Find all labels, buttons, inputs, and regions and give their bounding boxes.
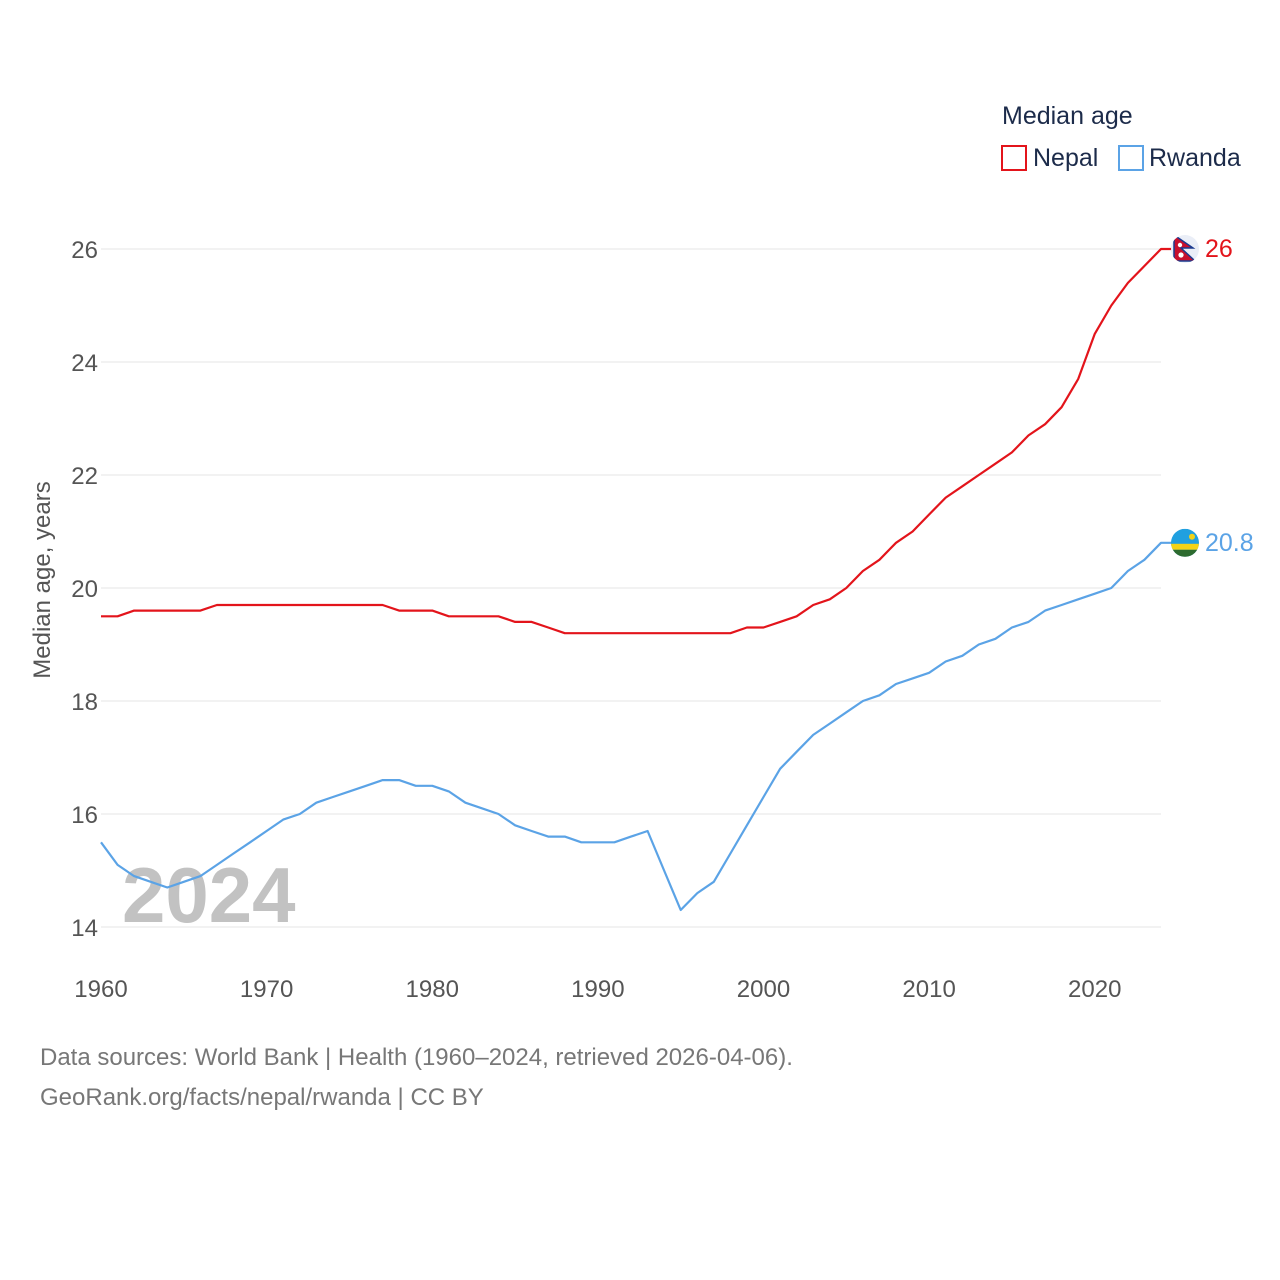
series-end-markers: 26 20.8 bbox=[1171, 235, 1254, 557]
y-tick-label-16: 16 bbox=[71, 802, 98, 829]
x-tick-label-2000: 2000 bbox=[737, 976, 790, 1003]
x-tick-label-1970: 1970 bbox=[240, 976, 293, 1003]
x-tick-label-1980: 1980 bbox=[406, 976, 459, 1003]
y-tick-label-22: 22 bbox=[71, 463, 98, 490]
nepal-flag-icon bbox=[1171, 235, 1199, 263]
x-tick-label-1960: 1960 bbox=[74, 976, 127, 1003]
series-line-rwanda[interactable] bbox=[100, 541, 1185, 912]
legend-label-nepal: Nepal bbox=[1033, 144, 1098, 172]
year-watermark: 2024 bbox=[122, 851, 296, 939]
y-tick-label-24: 24 bbox=[71, 350, 98, 377]
end-value-label-nepal: 26 bbox=[1205, 235, 1233, 263]
legend-label-rwanda: Rwanda bbox=[1149, 144, 1241, 172]
legend-title: Median age bbox=[1002, 102, 1133, 130]
series-line-nepal[interactable] bbox=[101, 247, 1185, 635]
gridlines bbox=[101, 248, 1161, 928]
y-tick-label-18: 18 bbox=[71, 689, 98, 716]
attribution-link[interactable]: GeoRank.org/facts/nepal/rwanda | CC BY bbox=[40, 1084, 484, 1111]
x-tick-label-2010: 2010 bbox=[902, 976, 955, 1003]
legend-swatch-nepal bbox=[1001, 145, 1027, 171]
legend: Median age Nepal Rwanda bbox=[1001, 102, 1241, 172]
y-tick-label-20: 20 bbox=[71, 576, 98, 603]
legend-swatch-rwanda bbox=[1118, 145, 1144, 171]
rwanda-flag-icon bbox=[1171, 528, 1199, 557]
legend-item-rwanda[interactable]: Rwanda bbox=[1118, 144, 1241, 172]
legend-item-nepal[interactable]: Nepal bbox=[1001, 144, 1098, 172]
end-value-label-rwanda: 20.8 bbox=[1205, 529, 1254, 557]
x-tick-label-2020: 2020 bbox=[1068, 976, 1121, 1003]
series-lines bbox=[100, 247, 1185, 912]
median-age-chart: 14 16 18 20 22 24 26 1960 1970 1980 1990 2000 2010 2… bbox=[29, 102, 1254, 1003]
x-axis-tick-labels: 1960 1970 1980 1990 2000 2010 2020 bbox=[74, 976, 1121, 1003]
data-source-note: Data sources: World Bank | Health (1960–… bbox=[40, 1044, 793, 1071]
x-tick-label-1990: 1990 bbox=[571, 976, 624, 1003]
y-tick-label-26: 26 bbox=[71, 237, 98, 264]
y-axis-title: Median age, years bbox=[29, 481, 56, 678]
y-axis-tick-labels: 14 16 18 20 22 24 26 bbox=[71, 237, 98, 942]
y-tick-label-14: 14 bbox=[71, 915, 98, 942]
